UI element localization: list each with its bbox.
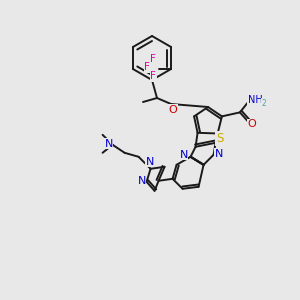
Text: N: N (214, 149, 223, 159)
Text: S: S (216, 132, 223, 145)
Text: F: F (150, 54, 156, 64)
Text: NH: NH (248, 95, 262, 105)
Text: O: O (169, 105, 177, 115)
Text: N: N (146, 157, 154, 167)
Text: N: N (179, 150, 188, 160)
Text: F: F (150, 71, 156, 81)
Text: O: O (248, 119, 256, 129)
Text: 2: 2 (262, 99, 266, 108)
Text: F: F (144, 62, 150, 72)
Text: N: N (137, 176, 146, 186)
Text: N: N (104, 139, 113, 149)
